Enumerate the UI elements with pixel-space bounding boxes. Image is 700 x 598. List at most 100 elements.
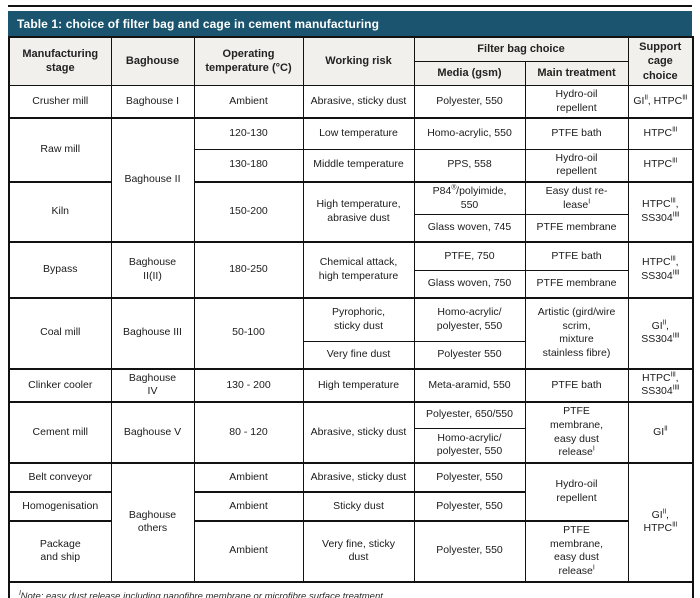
cell-media: Polyester, 550 xyxy=(413,491,526,522)
table-row: Raw mill Baghouse II 120-130 Low tempera… xyxy=(8,117,694,243)
cell-stage: Bypass xyxy=(8,240,112,299)
table-title: Table 1: choice of filter bag and cage i… xyxy=(17,17,380,31)
cell-temperature: Ambient xyxy=(193,84,304,119)
table-row: Glass woven, 745 PTFE membrane xyxy=(9,214,693,243)
table-row: Crusher mill Baghouse I Ambient Abrasive… xyxy=(8,84,694,119)
table-row: 130-180 Middle temperature PPS, 558 Hydr… xyxy=(9,148,694,183)
cell-support: HTPCIII, SS304IIII xyxy=(627,367,694,403)
footnote-row: INote: easy dust release including nanof… xyxy=(8,580,694,598)
cell-media: Homo-acrylic/polyester, 550 xyxy=(413,296,526,343)
cell-media: Polyester, 550 xyxy=(413,462,526,493)
cell-treatment: PTFE bath xyxy=(524,367,629,403)
top-divider xyxy=(8,5,692,7)
cell-media: P84®/polyimide, 550 xyxy=(413,180,526,216)
cell-temperature: Ambient xyxy=(193,520,304,583)
cell-stage: Crusher mill xyxy=(8,84,112,119)
cell-treatment: Hydro-oil repellent xyxy=(524,148,629,183)
cell-media: Polyester, 550 xyxy=(413,520,526,583)
cell-risk: Sticky dust xyxy=(302,491,415,522)
col-header-baghouse: Baghouse xyxy=(110,36,195,86)
cell-media: Glass woven, 745 xyxy=(413,214,526,243)
cell-baghouse: Baghouse III xyxy=(110,296,195,370)
table-row: Package and ship Ambient Very fine, stick… xyxy=(8,520,693,583)
table-row: Clinker cooler Baghouse IV 130 - 200 High… xyxy=(8,367,694,403)
cell-risk: Middle temperature xyxy=(302,148,415,183)
cell-treatment: Hydro-oil repellent xyxy=(524,462,629,522)
cell-risk: Pyrophoric, sticky dust xyxy=(302,296,415,343)
cell-risk: Abrasive, sticky dust xyxy=(302,401,415,464)
cell-risk: Very fine dust xyxy=(302,341,415,370)
cell-baghouse: Baghouse II(II) xyxy=(110,240,195,299)
cell-stage: Cement mill xyxy=(8,401,112,464)
col-header-manufacturing-stage: Manufacturing stage xyxy=(8,36,112,86)
cell-treatment: PTFE bath xyxy=(524,117,629,150)
table-row: Coal mill Baghouse III 50-100 Pyrophoric… xyxy=(8,296,694,370)
cell-media: Glass woven, 750 xyxy=(413,270,526,299)
cell-baghouse: Baghouse IV xyxy=(110,367,195,403)
cell-risk: Abrasive, sticky dust xyxy=(302,84,415,119)
cell-treatment: PTFE membrane, easy dust releaseI xyxy=(524,401,629,464)
cell-stage: Package and ship xyxy=(8,520,112,583)
cell-support: GIII xyxy=(627,401,694,464)
cell-temperature: 150-200 xyxy=(193,180,304,243)
cell-treatment: PTFE membrane xyxy=(524,214,629,243)
table-row: Glass woven, 750 PTFE membrane xyxy=(9,270,693,299)
cell-baghouse: Baghouse others xyxy=(110,462,195,583)
header-row-1: Manufacturing stage Baghouse Operating t… xyxy=(8,36,694,86)
footnote-easy-dust-release: INote: easy dust release including nanof… xyxy=(19,589,383,598)
cell-media: Meta-aramid, 550 xyxy=(413,367,526,403)
cell-baghouse: Baghouse II xyxy=(110,117,195,243)
cell-media: Polyester, 550 xyxy=(413,84,526,119)
table-row: Bypass Baghouse II(II) 180-250 Chemical a… xyxy=(8,240,694,299)
cell-treatment: PTFE membrane, easy dust releaseI xyxy=(524,520,629,583)
col-header-main-treatment: Main treatment xyxy=(524,61,629,86)
cell-temperature: 50-100 xyxy=(193,296,304,370)
cell-support: HTPCIII xyxy=(627,148,694,183)
cell-risk: Very fine, sticky dust xyxy=(302,520,415,583)
cell-media: Homo-acrylic/polyester, 550 xyxy=(413,427,526,464)
col-header-filter-bag-choice: Filter bag choice xyxy=(413,36,629,63)
cell-media: PPS, 558 xyxy=(413,148,526,183)
cell-temperature: 180-250 xyxy=(193,240,304,299)
cell-baghouse: Baghouse V xyxy=(110,401,195,464)
cell-risk: Chemical attack, high temperature xyxy=(302,240,415,299)
table-row: Homo-acrylic/polyester, 550 xyxy=(9,427,693,464)
cell-treatment: PTFE bath xyxy=(524,240,629,272)
cell-stage: Homogenisation xyxy=(8,491,112,522)
cell-support: GIII, SS304IIII xyxy=(627,296,694,370)
cell-temperature: 80 - 120 xyxy=(193,401,304,464)
cell-risk: High temperature xyxy=(302,367,415,403)
cell-treatment: PTFE membrane xyxy=(524,270,629,299)
table-row: Very fine dust Polyester 550 xyxy=(9,341,693,370)
footnotes: INote: easy dust release including nanof… xyxy=(8,580,694,598)
cell-risk: Abrasive, sticky dust xyxy=(302,462,415,493)
cell-temperature: 120-130 xyxy=(193,117,304,150)
col-header-working-risk: Working risk xyxy=(302,36,415,86)
cell-temperature: 130-180 xyxy=(193,148,304,183)
cell-support: HTPCIII, SS304IIII xyxy=(627,240,694,299)
table-row: Cement mill Baghouse V 80 - 120 Abrasive… xyxy=(8,401,694,464)
table-row: Belt conveyor Baghouse others Ambient Abr… xyxy=(8,462,694,583)
cell-support: HTPCIII xyxy=(627,117,694,150)
col-header-media-gsm: Media (gsm) xyxy=(413,61,526,86)
header-row-2: Media (gsm) Main treatment xyxy=(9,61,693,86)
cell-risk: Low temperature xyxy=(302,117,415,150)
cell-treatment: Artistic (gird/wire scrim, mixture stainles… xyxy=(524,296,629,370)
cell-risk: High temperature, abrasive dust xyxy=(302,180,415,243)
table-title-bar: Table 1: choice of filter bag and cage i… xyxy=(8,11,692,36)
cell-treatment: Hydro-oil repellent xyxy=(524,84,629,119)
cell-treatment: Easy dust re-leaseI xyxy=(524,180,629,216)
col-header-support-cage-choice: Support cage choice xyxy=(627,36,694,86)
cell-stage: Coal mill xyxy=(8,296,112,370)
cell-stage: Clinker cooler xyxy=(8,367,112,403)
cell-media: Polyester 550 xyxy=(413,341,526,370)
cell-support: GIII, HTPCIII xyxy=(627,84,694,119)
cell-stage: Raw mill xyxy=(8,117,112,183)
cell-media: Homo-acrylic, 550 xyxy=(413,117,526,150)
cell-support: HTPCIII, SS304IIII xyxy=(627,180,694,243)
cell-support: GIII, HTPCIII xyxy=(627,462,694,583)
cell-baghouse: Baghouse I xyxy=(110,84,195,119)
cell-temperature: Ambient xyxy=(193,491,304,522)
cell-temperature: 130 - 200 xyxy=(193,367,304,403)
